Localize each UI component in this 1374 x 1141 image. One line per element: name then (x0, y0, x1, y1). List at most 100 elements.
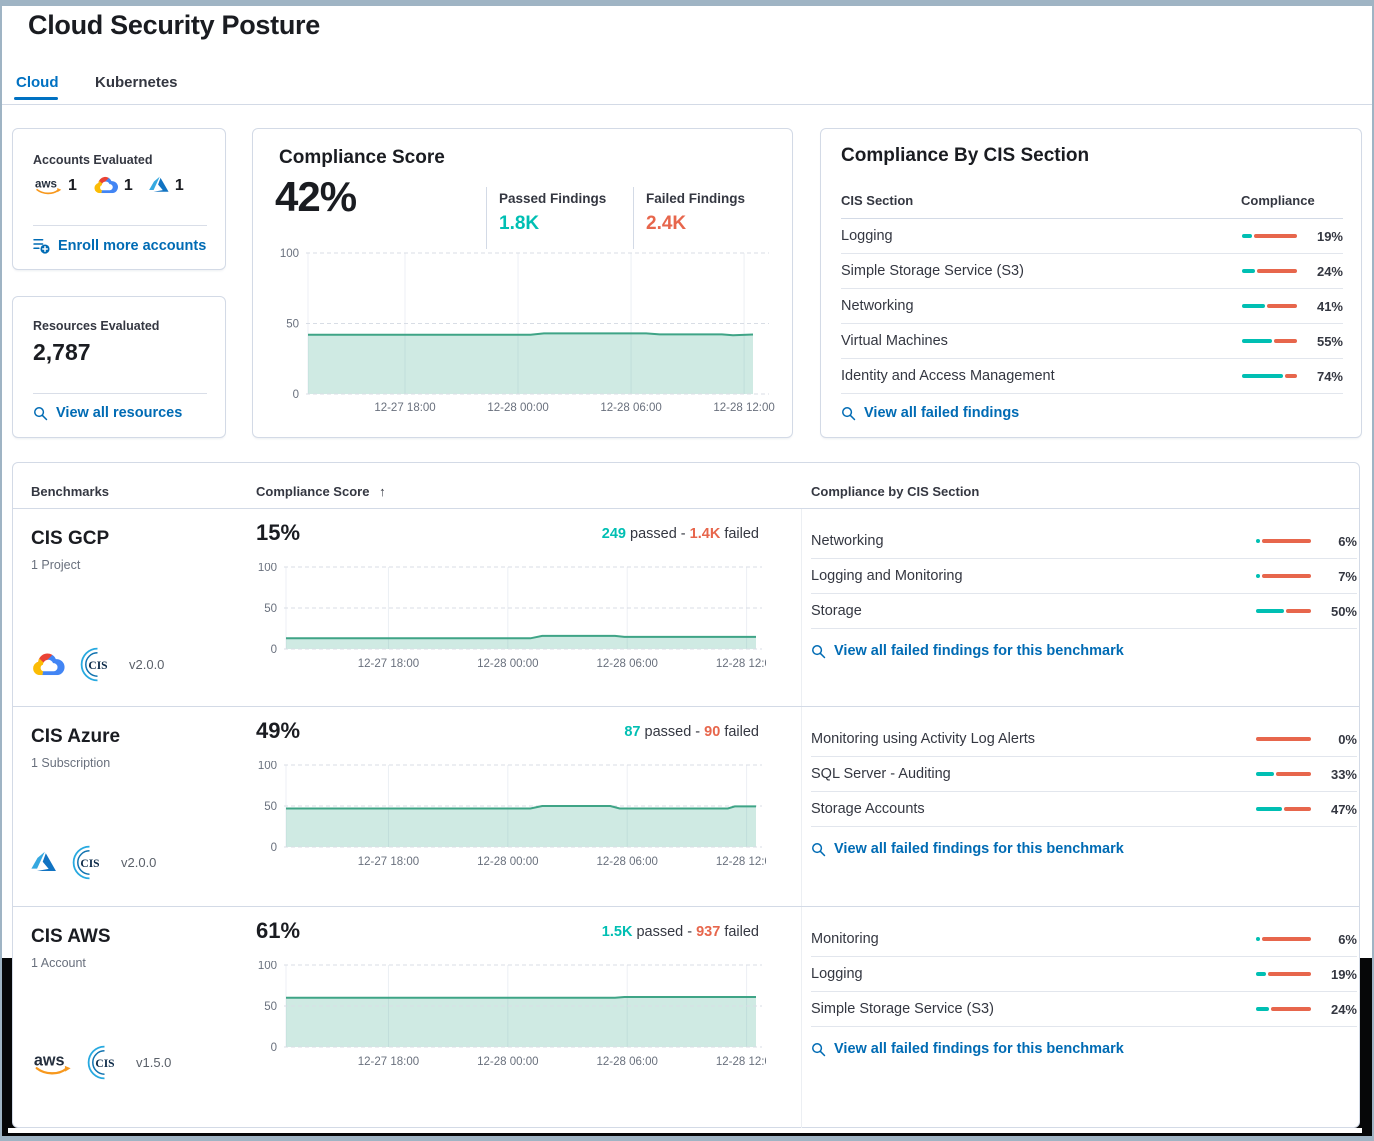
svg-text:12-28 12:00: 12-28 12:00 (713, 402, 774, 414)
svg-text:12-28 06:00: 12-28 06:00 (597, 1056, 658, 1068)
benchmark-row: CIS GCP 1 Project CIS v2.0.0 15% 249 pas… (13, 508, 1359, 706)
cis-section-label: Networking (841, 298, 914, 314)
compliance-score-title: Compliance Score (279, 147, 445, 168)
compliance-bar (1242, 234, 1297, 238)
benchmark-row-divider (13, 706, 1359, 707)
svg-text:0: 0 (293, 389, 299, 401)
benchmarks-table: Benchmarks Compliance Score ↑ Compliance… (12, 462, 1360, 1128)
resources-evaluated-card: Resources Evaluated 2,787 View all resou… (12, 296, 226, 438)
cis-section-label: Logging (811, 966, 863, 982)
col-header-cis-section: CIS Section (841, 193, 914, 208)
svg-text:aws: aws (34, 1051, 65, 1069)
cis-logo: CIS (79, 646, 116, 683)
cis-logo-icon: CIS (87, 1045, 122, 1080)
svg-text:12-28 06:00: 12-28 06:00 (597, 856, 658, 868)
benchmark-score: 49% (256, 718, 301, 743)
accounts-evaluated-card: Accounts Evaluated aws 1 1 1 Enroll more… (12, 128, 226, 270)
benchmark-trend-chart: 100 50 0 12-27 18:00 12-28 00:00 12-28 06:00 1… (246, 760, 777, 882)
tabs-divider (2, 104, 1372, 105)
failed-count: 937 (696, 924, 721, 940)
compliance-percent: 0% (1338, 731, 1357, 747)
benchmark-cis-sections: Networking 6% Logging and Monitoring 7% … (811, 524, 1357, 629)
col-header-compliance-score[interactable]: Compliance Score ↑ (256, 484, 386, 499)
tab-kubernetes[interactable]: Kubernetes (95, 74, 178, 91)
passed-findings-value: 1.8K (499, 213, 540, 234)
view-failed-findings-benchmark-link[interactable]: View all failed findings for this benchm… (811, 643, 1124, 659)
passed-count: 249 (601, 526, 626, 542)
view-failed-findings-benchmark-link[interactable]: View all failed findings for this benchm… (811, 841, 1124, 857)
compliance-score-value: 42% (275, 173, 357, 220)
accounts-card-title: Accounts Evaluated (33, 153, 153, 167)
view-all-failed-findings-link[interactable]: View all failed findings (841, 405, 1019, 421)
compliance-bar (1256, 737, 1311, 741)
cis-section-row: Storage Accounts 47% (811, 792, 1357, 827)
compliance-percent: 74% (1316, 368, 1343, 384)
failed-findings-value: 2.4K (646, 213, 687, 234)
svg-text:50: 50 (264, 603, 277, 615)
benchmark-subtitle: 1 Project (31, 558, 81, 572)
benchmark-score: 15% (256, 520, 301, 545)
failed-count: 1.4K (689, 526, 721, 542)
search-icon (34, 406, 48, 420)
col-header-compliance: Compliance (1241, 193, 1315, 208)
compliance-bar (1256, 972, 1311, 976)
cis-section-label: Virtual Machines (841, 333, 948, 349)
compliance-bar (1242, 269, 1297, 273)
compliance-bar (1256, 772, 1311, 776)
benchmark-cis-sections: Monitoring 6% Logging 19% Simple Storage… (811, 922, 1357, 1027)
cis-section-row: Simple Storage Service (S3) 24% (811, 992, 1357, 1027)
app-background-strip (8, 1128, 1362, 1133)
cis-section-row: Monitoring using Activity Log Alerts 0% (811, 722, 1357, 757)
cis-section-row: Networking 6% (811, 524, 1357, 559)
tab-cloud[interactable]: Cloud (16, 74, 59, 91)
cis-logo-icon: CIS (72, 845, 107, 880)
enroll-more-accounts-link[interactable]: Enroll more accounts (33, 237, 206, 254)
cis-section-row: Networking 41% (841, 289, 1343, 324)
cis-section-label: Logging and Monitoring (811, 568, 963, 584)
compliance-bar (1256, 937, 1311, 941)
passed-failed-summary: 1.5K passed - 937 failed (601, 924, 759, 940)
passed-count: 1.5K (601, 924, 633, 940)
benchmark-logos: CIS v2.0.0 (31, 646, 164, 683)
cis-section-label: SQL Server - Auditing (811, 766, 951, 782)
cis-section-label: Storage Accounts (811, 801, 925, 817)
compliance-trend-chart: 100 50 0 12-27 18:00 12-28 00:00 12-28 06:00 1… (263, 245, 783, 436)
svg-text:12-28 00:00: 12-28 00:00 (477, 1056, 538, 1068)
aws-logo-icon: aws (35, 178, 62, 194)
compliance-score-card: Compliance Score 42% Passed Findings 1.8… (252, 128, 793, 438)
svg-text:12-28 06:00: 12-28 06:00 (600, 402, 661, 414)
cis-section-row: Virtual Machines 55% (841, 324, 1343, 359)
benchmark-logos: aws CIS v1.5.0 (31, 1044, 171, 1081)
gcp-logo-icon (94, 176, 118, 194)
compliance-by-cis-section-card: Compliance By CIS Section CIS Section Co… (820, 128, 1362, 438)
stat-separator (633, 187, 634, 249)
view-all-resources-link[interactable]: View all resources (33, 405, 182, 421)
benchmark-score: 61% (256, 918, 301, 943)
cis-section-label: Logging (841, 228, 893, 244)
svg-text:0: 0 (271, 1042, 277, 1054)
compliance-bar (1256, 574, 1311, 578)
view-failed-findings-benchmark-link[interactable]: View all failed findings for this benchm… (811, 1041, 1124, 1057)
resources-count: 2,787 (33, 339, 91, 365)
compliance-bar (1256, 1007, 1311, 1011)
benchmark-version: v1.5.0 (136, 1055, 172, 1070)
compliance-percent: 55% (1316, 333, 1343, 349)
svg-text:12-28 00:00: 12-28 00:00 (477, 856, 538, 868)
svg-text:12-27 18:00: 12-27 18:00 (374, 402, 435, 414)
svg-text:CIS: CIS (88, 660, 107, 672)
failed-findings-label: Failed Findings (646, 191, 746, 206)
benchmark-row-divider (13, 906, 1359, 907)
cis-section-row: Logging 19% (811, 957, 1357, 992)
benchmark-row: CIS AWS 1 Account aws CIS v1.5.0 61% 1.5… (13, 906, 1359, 1129)
svg-text:50: 50 (264, 801, 277, 813)
svg-text:100: 100 (258, 761, 277, 772)
cis-section-row: Simple Storage Service (S3) 24% (841, 254, 1343, 289)
cis-section-row: Storage 50% (811, 594, 1357, 629)
benchmark-row: CIS Azure 1 Subscription CIS v2.0.0 49% … (13, 706, 1359, 906)
cis-logo: CIS (86, 1044, 123, 1081)
benchmark-name: CIS AWS (31, 926, 111, 947)
cis-section-row: Logging and Monitoring 7% (811, 559, 1357, 594)
svg-text:50: 50 (286, 319, 299, 331)
svg-text:CIS: CIS (80, 858, 99, 870)
compliance-percent: 19% (1330, 966, 1357, 982)
